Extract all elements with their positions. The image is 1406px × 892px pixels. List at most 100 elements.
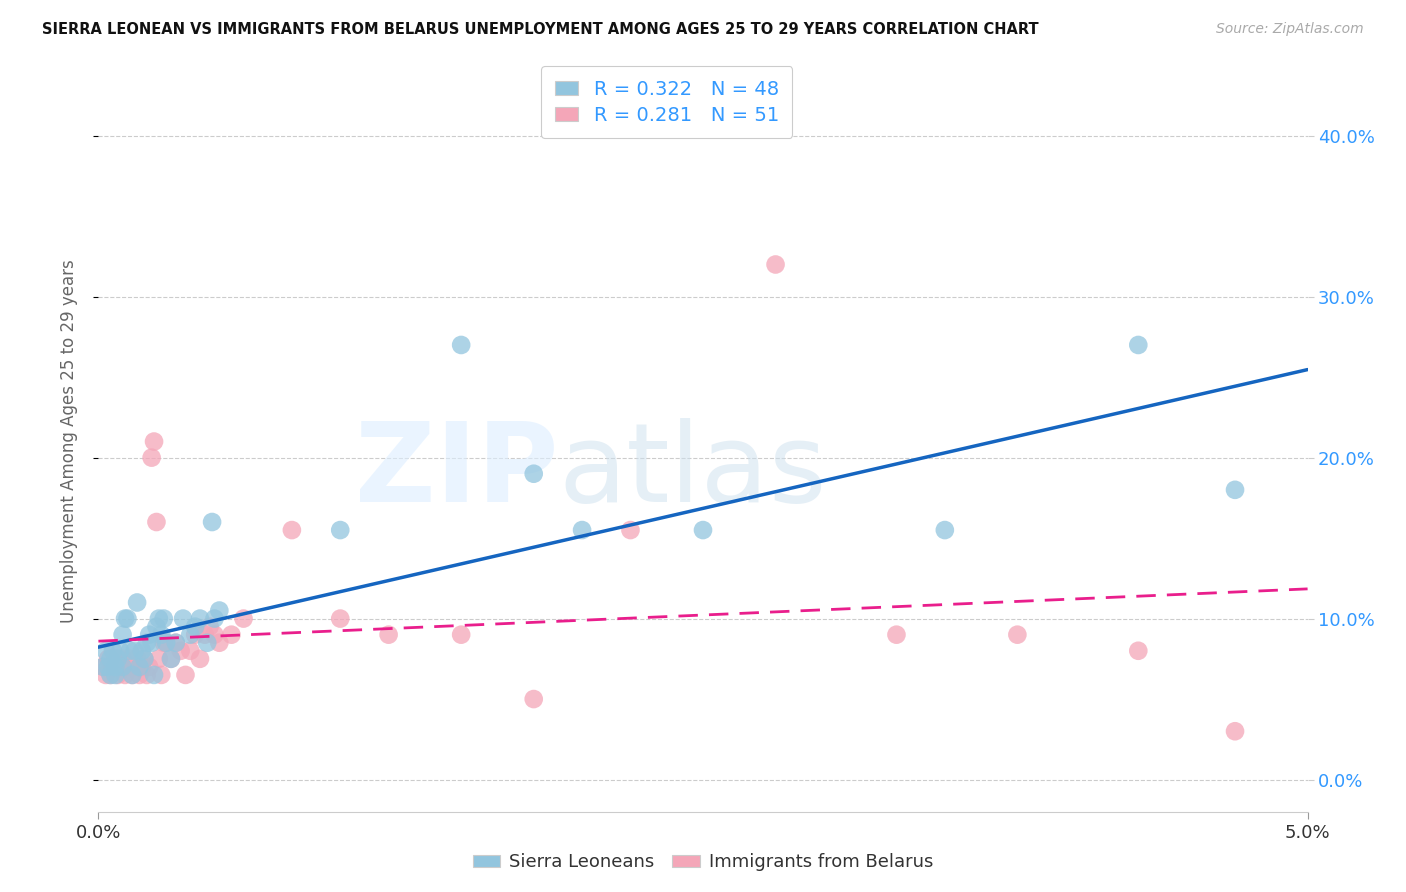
Point: [450, 628, 472, 642]
Point: [148, 652, 170, 666]
Point: [141, 636, 163, 650]
Point: [100, 668, 122, 682]
Point: [523, 692, 546, 706]
Point: [169, 644, 191, 658]
Legend: Sierra Leoneans, Immigrants from Belarus: Sierra Leoneans, Immigrants from Belarus: [465, 847, 941, 879]
Point: [117, 660, 139, 674]
Point: [523, 467, 546, 481]
Point: [152, 611, 174, 625]
Point: [160, 652, 183, 666]
Point: [141, 450, 163, 465]
Point: [1223, 483, 1246, 497]
Point: [160, 652, 183, 666]
Point: [111, 628, 134, 642]
Point: [121, 668, 143, 682]
Point: [107, 652, 129, 666]
Text: atlas: atlas: [558, 417, 827, 524]
Point: [571, 523, 593, 537]
Point: [145, 515, 167, 529]
Point: [128, 668, 150, 682]
Point: [134, 652, 156, 666]
Point: [165, 636, 187, 650]
Point: [91, 660, 114, 674]
Point: [692, 523, 714, 537]
Point: [198, 619, 221, 633]
Point: [188, 611, 211, 625]
Point: [765, 258, 787, 272]
Point: [188, 652, 211, 666]
Point: [118, 644, 141, 658]
Point: [184, 619, 207, 633]
Point: [104, 652, 127, 666]
Point: [114, 668, 136, 682]
Point: [204, 611, 226, 625]
Point: [101, 660, 124, 674]
Point: [155, 636, 177, 650]
Point: [150, 628, 173, 642]
Point: [934, 523, 956, 537]
Point: [94, 668, 117, 682]
Point: [194, 628, 217, 642]
Point: [127, 652, 149, 666]
Point: [138, 660, 160, 674]
Point: [208, 636, 231, 650]
Text: SIERRA LEONEAN VS IMMIGRANTS FROM BELARUS UNEMPLOYMENT AMONG AGES 25 TO 29 YEARS: SIERRA LEONEAN VS IMMIGRANTS FROM BELARU…: [42, 22, 1039, 37]
Point: [108, 660, 131, 674]
Point: [201, 515, 224, 529]
Point: [100, 668, 122, 682]
Point: [619, 523, 641, 537]
Point: [148, 611, 170, 625]
Text: Source: ZipAtlas.com: Source: ZipAtlas.com: [1216, 22, 1364, 37]
Legend: R = 0.322   N = 48, R = 0.281   N = 51: R = 0.322 N = 48, R = 0.281 N = 51: [541, 66, 793, 138]
Point: [104, 660, 127, 674]
Point: [886, 628, 908, 642]
Point: [1223, 724, 1246, 739]
Point: [94, 644, 117, 658]
Point: [143, 668, 166, 682]
Y-axis label: Unemployment Among Ages 25 to 29 years: Unemployment Among Ages 25 to 29 years: [59, 260, 77, 624]
Point: [91, 660, 114, 674]
Point: [121, 668, 143, 682]
Point: [329, 611, 352, 625]
Text: ZIP: ZIP: [354, 417, 558, 524]
Point: [145, 619, 167, 633]
Point: [174, 668, 197, 682]
Point: [179, 644, 201, 658]
Point: [134, 652, 156, 666]
Point: [184, 628, 207, 642]
Point: [150, 668, 173, 682]
Point: [124, 644, 146, 658]
Point: [172, 611, 194, 625]
Point: [281, 523, 304, 537]
Point: [101, 644, 124, 658]
Point: [97, 660, 120, 674]
Point: [135, 636, 157, 650]
Point: [131, 660, 153, 674]
Point: [1007, 628, 1029, 642]
Point: [221, 628, 243, 642]
Point: [97, 652, 120, 666]
Point: [195, 636, 218, 650]
Point: [179, 628, 201, 642]
Point: [111, 652, 134, 666]
Point: [1128, 338, 1150, 352]
Point: [232, 611, 254, 625]
Point: [124, 660, 146, 674]
Point: [138, 628, 160, 642]
Point: [127, 595, 149, 609]
Point: [128, 660, 150, 674]
Point: [143, 434, 166, 449]
Point: [208, 603, 231, 617]
Point: [108, 644, 131, 658]
Point: [450, 338, 472, 352]
Point: [165, 636, 187, 650]
Point: [131, 644, 153, 658]
Point: [107, 668, 129, 682]
Point: [117, 611, 139, 625]
Point: [204, 628, 226, 642]
Point: [100, 652, 122, 666]
Point: [329, 523, 352, 537]
Point: [114, 611, 136, 625]
Point: [118, 652, 141, 666]
Point: [377, 628, 399, 642]
